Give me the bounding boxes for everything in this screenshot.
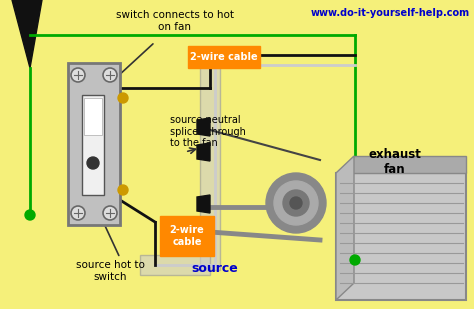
Circle shape <box>118 93 128 103</box>
Circle shape <box>71 68 85 82</box>
FancyBboxPatch shape <box>160 216 214 256</box>
FancyBboxPatch shape <box>188 46 260 68</box>
Polygon shape <box>197 143 210 161</box>
FancyBboxPatch shape <box>336 173 466 300</box>
Circle shape <box>274 181 318 225</box>
Polygon shape <box>197 118 210 136</box>
Polygon shape <box>336 156 354 300</box>
Text: source: source <box>191 262 238 275</box>
Circle shape <box>266 173 326 233</box>
Circle shape <box>118 185 128 195</box>
Polygon shape <box>336 156 466 173</box>
FancyBboxPatch shape <box>68 63 120 225</box>
Polygon shape <box>12 0 42 68</box>
Circle shape <box>283 190 309 216</box>
Polygon shape <box>197 220 210 238</box>
Circle shape <box>290 197 302 209</box>
Text: 2-wire
cable: 2-wire cable <box>170 225 204 247</box>
Circle shape <box>350 255 360 265</box>
Circle shape <box>25 210 35 220</box>
Polygon shape <box>197 195 210 213</box>
FancyBboxPatch shape <box>84 98 102 135</box>
Text: exhaust
fan: exhaust fan <box>369 148 421 176</box>
Text: source neutral
spliced through
to the fan: source neutral spliced through to the fa… <box>170 115 246 148</box>
Circle shape <box>71 206 85 220</box>
FancyBboxPatch shape <box>200 55 220 270</box>
Circle shape <box>87 157 99 169</box>
Text: www.do-it-yourself-help.com: www.do-it-yourself-help.com <box>311 8 470 18</box>
Circle shape <box>103 206 117 220</box>
FancyBboxPatch shape <box>140 255 210 275</box>
Circle shape <box>103 68 117 82</box>
Text: switch connects to hot
on fan: switch connects to hot on fan <box>116 10 234 32</box>
Text: 2-wire cable: 2-wire cable <box>190 52 258 62</box>
Text: source hot to
switch: source hot to switch <box>75 260 145 281</box>
FancyBboxPatch shape <box>82 95 104 195</box>
